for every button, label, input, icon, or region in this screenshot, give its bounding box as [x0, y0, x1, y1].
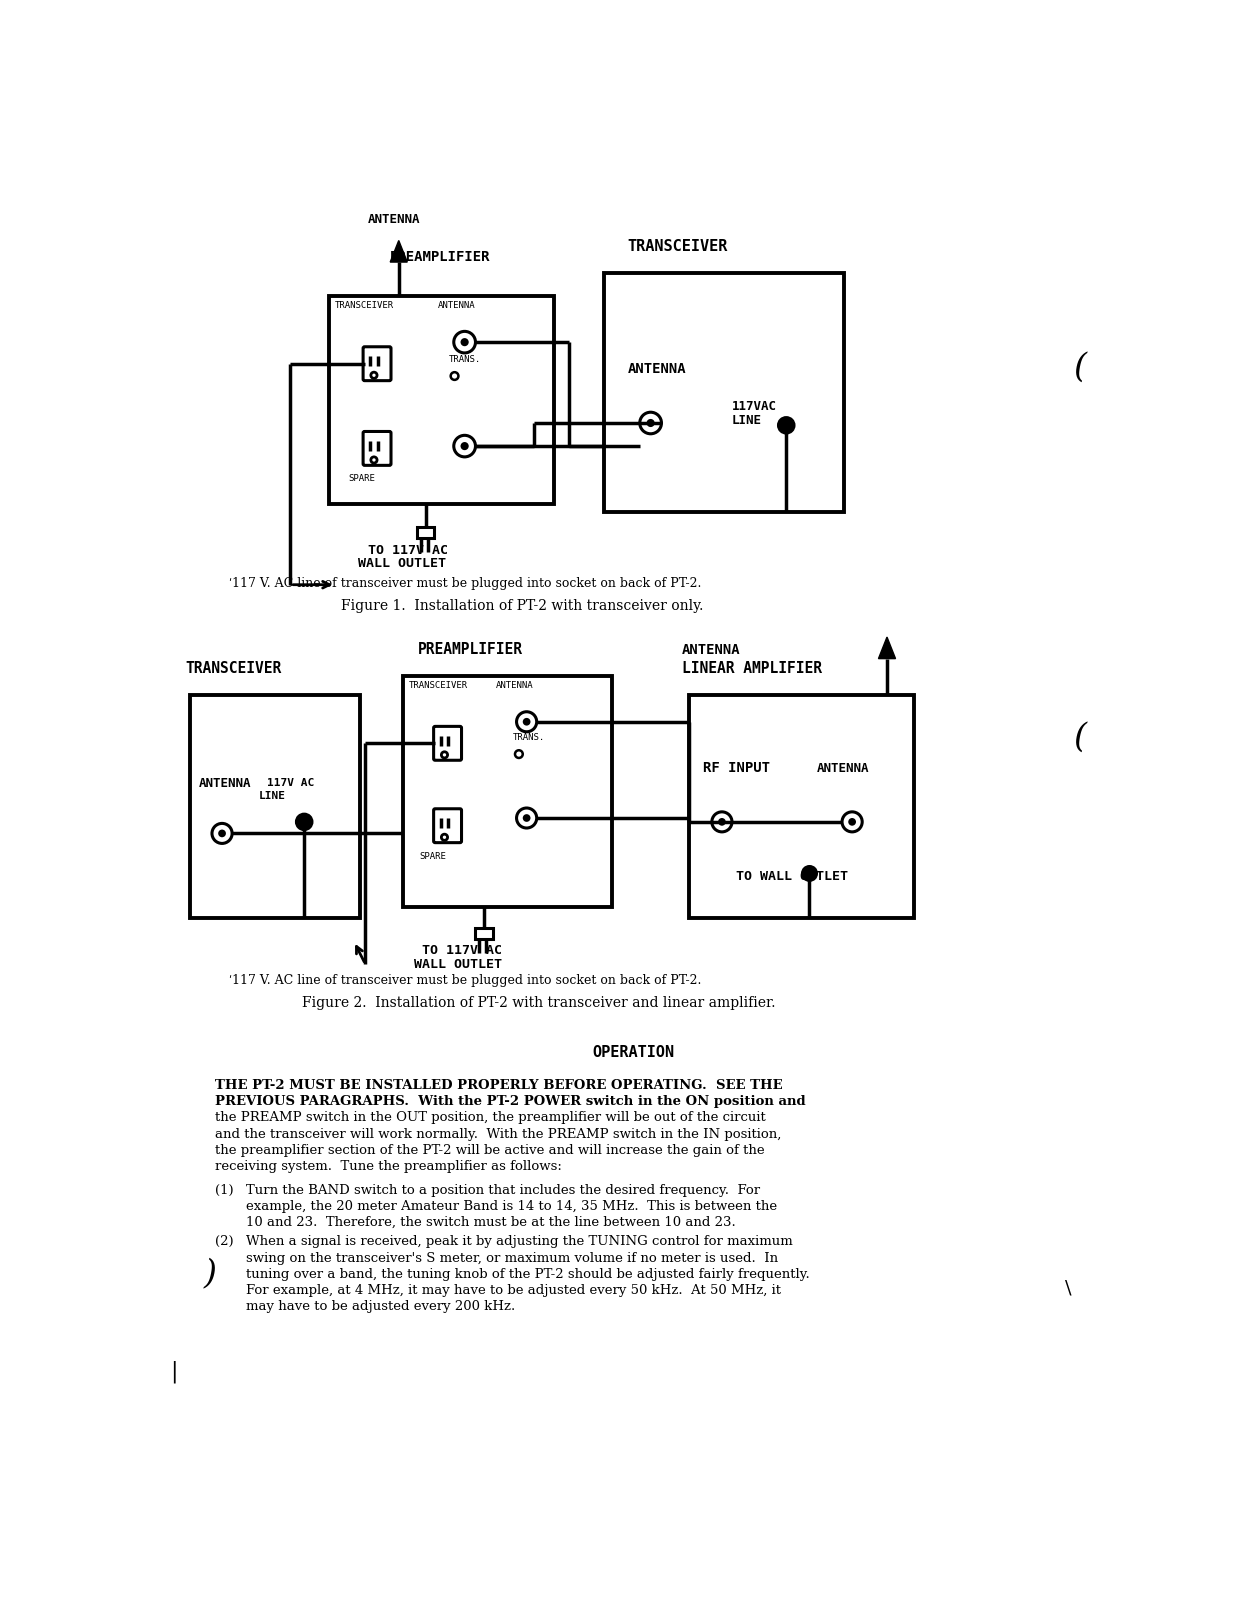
Circle shape	[648, 419, 653, 426]
Text: Turn the BAND switch to a position that includes the desired frequency.  For: Turn the BAND switch to a position that …	[246, 1184, 761, 1197]
Text: TRANSCEIVER: TRANSCEIVER	[408, 682, 468, 690]
Text: \: \	[1065, 1278, 1072, 1298]
Text: PREAMPLIFIER: PREAMPLIFIER	[390, 250, 490, 264]
Text: TRANSCEIVER: TRANSCEIVER	[186, 661, 282, 677]
Text: WALL OUTLET: WALL OUTLET	[359, 557, 447, 570]
Text: Figure 1.  Installation of PT-2 with transceiver only.: Figure 1. Installation of PT-2 with tran…	[340, 598, 703, 613]
Text: TO 117V AC: TO 117V AC	[422, 944, 502, 957]
Text: (2): (2)	[215, 1235, 234, 1248]
Text: ANTENNA: ANTENNA	[367, 213, 421, 226]
Text: tuning over a band, the tuning knob of the PT-2 should be adjusted fairly freque: tuning over a band, the tuning knob of t…	[246, 1267, 810, 1280]
Text: may have to be adjusted every 200 kHz.: may have to be adjusted every 200 kHz.	[246, 1301, 516, 1314]
Bar	[417, 526, 434, 538]
Polygon shape	[390, 240, 407, 262]
Text: LINE: LINE	[732, 414, 762, 427]
Bar	[475, 928, 492, 939]
Text: ANTENNA: ANTENNA	[199, 778, 251, 790]
Text: (1): (1)	[215, 1184, 234, 1197]
Bar	[189, 694, 360, 918]
Circle shape	[523, 816, 529, 821]
Text: swing on the transceiver's S meter, or maximum volume if no meter is used.  In: swing on the transceiver's S meter, or m…	[246, 1251, 778, 1264]
Text: receiving system.  Tune the preamplifier as follows:: receiving system. Tune the preamplifier …	[215, 1160, 562, 1173]
Circle shape	[523, 718, 529, 725]
Text: 117VAC: 117VAC	[732, 400, 777, 413]
Bar	[604, 274, 845, 512]
Text: SPARE: SPARE	[419, 851, 447, 861]
Text: TRANSCEIVER: TRANSCEIVER	[627, 240, 727, 254]
Text: |: |	[171, 1360, 178, 1384]
Text: WALL OUTLET: WALL OUTLET	[414, 958, 502, 971]
Circle shape	[461, 339, 468, 346]
Text: PREVIOUS PARAGRAPHS.  With the PT-2 POWER switch in the ON position and: PREVIOUS PARAGRAPHS. With the PT-2 POWER…	[215, 1096, 805, 1109]
Text: THE PT-2 MUST BE INSTALLED PROPERLY BEFORE OPERATING.  SEE THE: THE PT-2 MUST BE INSTALLED PROPERLY BEFO…	[215, 1078, 783, 1093]
Text: SPARE: SPARE	[349, 474, 375, 483]
Text: 10 and 23.  Therefore, the switch must be at the line between 10 and 23.: 10 and 23. Therefore, the switch must be…	[246, 1216, 736, 1229]
Text: 117 V. AC line of transceiver must be plugged into socket on back of PT-2.: 117 V. AC line of transceiver must be pl…	[233, 973, 701, 987]
Circle shape	[803, 867, 816, 880]
Text: ANTENNA: ANTENNA	[818, 762, 870, 774]
Text: ʹ: ʹ	[229, 579, 231, 589]
Text: TO 117V AC: TO 117V AC	[367, 544, 448, 557]
Text: RF INPUT: RF INPUT	[704, 762, 771, 774]
Circle shape	[719, 819, 725, 824]
Polygon shape	[878, 637, 896, 659]
Text: and the transceiver will work normally.  With the PREAMP switch in the IN positi: and the transceiver will work normally. …	[215, 1128, 782, 1141]
Text: OPERATION: OPERATION	[593, 1045, 674, 1059]
Text: 117 V. AC line of transceiver must be plugged into socket on back of PT-2.: 117 V. AC line of transceiver must be pl…	[233, 578, 701, 590]
Text: ANTENNA: ANTENNA	[438, 301, 475, 310]
Bar	[402, 675, 612, 907]
Text: When a signal is received, peak it by adjusting the TUNING control for maximum: When a signal is received, peak it by ad…	[246, 1235, 793, 1248]
Text: (: (	[1072, 722, 1086, 754]
Circle shape	[461, 443, 468, 450]
Text: ANTENNA: ANTENNA	[682, 643, 740, 658]
Text: PREAMPLIFIER: PREAMPLIFIER	[418, 642, 523, 658]
Text: TRANS.: TRANS.	[449, 355, 481, 365]
Text: example, the 20 meter Amateur Band is 14 to 14, 35 MHz.  This is between the: example, the 20 meter Amateur Band is 14…	[246, 1200, 777, 1213]
Text: For example, at 4 MHz, it may have to be adjusted every 50 kHz.  At 50 MHz, it: For example, at 4 MHz, it may have to be…	[246, 1283, 781, 1298]
Circle shape	[219, 830, 225, 837]
Text: ʹ: ʹ	[229, 976, 231, 986]
Text: 117V AC: 117V AC	[267, 778, 314, 787]
Text: LINE: LINE	[260, 790, 286, 800]
Bar	[689, 694, 914, 918]
Text: (: (	[202, 1254, 214, 1286]
Bar	[329, 296, 554, 504]
Text: TO WALL OUTLET: TO WALL OUTLET	[736, 870, 847, 883]
Text: (: (	[1072, 352, 1086, 384]
Text: Figure 2.  Installation of PT-2 with transceiver and linear amplifier.: Figure 2. Installation of PT-2 with tran…	[302, 995, 776, 1010]
Text: TRANSCEIVER: TRANSCEIVER	[335, 301, 395, 310]
Text: the preamplifier section of the PT-2 will be active and will increase the gain o: the preamplifier section of the PT-2 wil…	[215, 1144, 764, 1157]
Circle shape	[778, 418, 794, 434]
Text: ANTENNA: ANTENNA	[496, 682, 533, 690]
Circle shape	[850, 819, 855, 824]
Text: ANTENNA: ANTENNA	[627, 362, 687, 376]
Text: TRANS.: TRANS.	[512, 733, 546, 742]
Text: the PREAMP switch in the OUT position, the preamplifier will be out of the circu: the PREAMP switch in the OUT position, t…	[215, 1112, 766, 1125]
Circle shape	[297, 814, 312, 829]
Text: LINEAR AMPLIFIER: LINEAR AMPLIFIER	[682, 661, 821, 677]
